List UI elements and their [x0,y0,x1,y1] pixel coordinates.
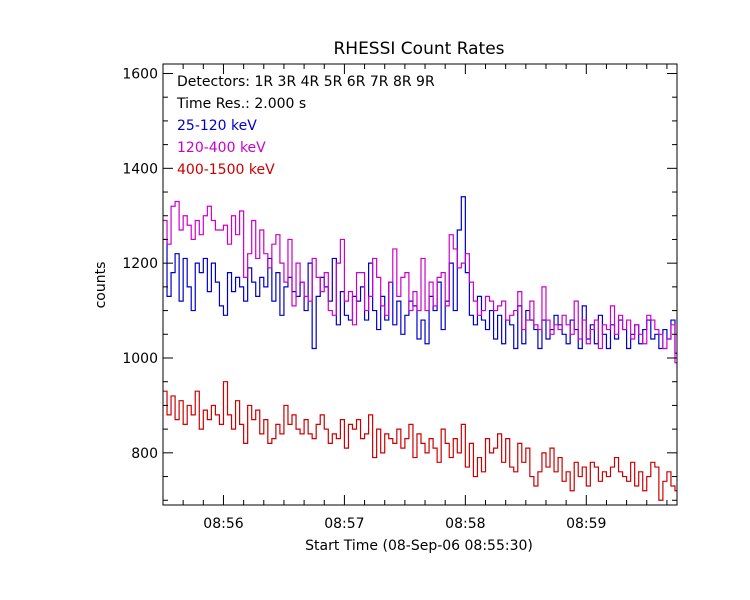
x-tick-label: 08:57 [324,516,364,532]
y-tick-label: 1200 [122,256,158,272]
chart-title: RHESSI Count Rates [333,39,504,59]
annotation-line-5: 400-1500 keV [177,162,275,178]
plot-frame [162,63,678,506]
annotations: Detectors: 1R 3R 4R 5R 6R 7R 8R 9R Time R… [176,74,435,178]
y-axis-label: counts [93,262,109,309]
x-tick-label: 08:58 [445,516,485,532]
series-line-3 [163,381,677,501]
tick-labels: 08:56 08:57 08:58 08:59 800 1000 1200 1400 1600 [122,66,606,532]
x-axis-label: Start Time (08-Sep-06 08:55:30) [305,538,533,554]
series-layer [163,196,677,501]
y-tick-label: 1600 [122,66,158,82]
y-tick-label: 1000 [122,351,158,367]
x-tick-label: 08:59 [566,516,606,532]
y-tick-label: 1400 [122,161,158,177]
x-tick-label: 08:56 [203,516,243,532]
minor-ticks [163,64,677,505]
annotation-line-1: Detectors: 1R 3R 4R 5R 6R 7R 8R 9R [177,74,435,90]
annotation-line-3: 25-120 keV [177,118,257,134]
annotation-line-4: 120-400 keV [177,140,266,156]
y-tick-label: 800 [131,446,158,462]
annotation-line-2: Time Res.: 2.000 s [176,96,306,112]
series-line-2 [163,200,677,364]
axes-layer [162,63,678,506]
